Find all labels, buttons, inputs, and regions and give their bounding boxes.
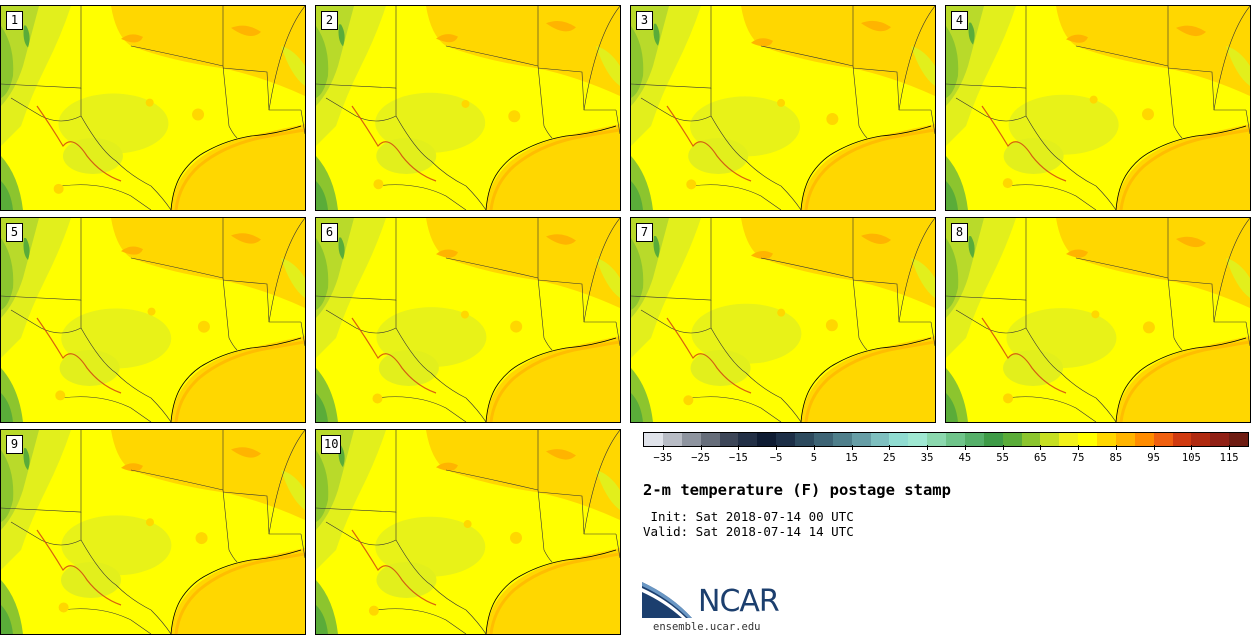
colorbar-tick-label: 75 <box>1071 452 1085 464</box>
member-panel: 1 <box>0 5 306 211</box>
colorbar-tick-label: −25 <box>691 452 711 464</box>
colorbar-swatch <box>644 433 663 446</box>
colorbar-tick <box>927 445 929 450</box>
member-number-label: 1 <box>6 11 23 30</box>
colorbar-tick-label: 35 <box>920 452 934 464</box>
colorbar-tick <box>1078 445 1080 450</box>
member-panel: 3 <box>630 5 936 211</box>
colorbar-swatch <box>1059 433 1079 446</box>
colorbar-swatch <box>1210 433 1230 446</box>
colorbar-swatch <box>776 433 795 446</box>
colorbar-swatch <box>700 433 720 446</box>
member-number-label: 2 <box>321 11 338 30</box>
colorbar-swatch <box>832 433 852 446</box>
colorbar-tick-label: 55 <box>996 452 1009 464</box>
member-panel: 7 <box>630 217 936 423</box>
colorbar-swatch <box>1078 433 1097 446</box>
ncar-logo-text: NCAR <box>698 584 780 619</box>
colorbar-swatch <box>1134 433 1154 446</box>
member-panel: 10 <box>315 429 621 635</box>
ensemble-site-url: ensemble.ucar.edu <box>653 621 761 633</box>
colorbar-tick-label: 5 <box>810 452 818 464</box>
colorbar-swatch <box>1040 433 1060 446</box>
colorbar-tick-label: −35 <box>653 452 673 464</box>
colorbar-tick-label: 15 <box>845 452 858 464</box>
colorbar-swatch <box>889 433 909 446</box>
colorbar-swatch <box>813 433 833 446</box>
colorbar-swatch <box>983 433 1003 446</box>
colorbar-swatch <box>851 433 871 446</box>
colorbar-swatch <box>1229 433 1248 446</box>
colorbar-tick-labels: −35 −25 −15 −5 5 15 25 35 45 55 65 75 85 95 105 115 <box>643 445 1249 465</box>
plot-title: 2-m temperature (F) postage stamp <box>643 481 951 499</box>
member-number-label: 4 <box>951 11 968 30</box>
colorbar-swatch <box>1097 433 1116 446</box>
member-number-label: 5 <box>6 223 23 242</box>
colorbar-swatch <box>1002 433 1022 446</box>
colorbar-swatch <box>719 433 739 446</box>
colorbar-swatch <box>870 433 890 446</box>
member-number-label: 3 <box>636 11 653 30</box>
colorbar-tick <box>964 445 966 450</box>
colorbar-swatch <box>1191 433 1211 446</box>
colorbar-tick-label: 105 <box>1181 452 1201 464</box>
member-panel: 6 <box>315 217 621 423</box>
colorbar-swatch <box>662 433 682 446</box>
colorbar-swatch <box>795 433 814 446</box>
colorbar-swatch <box>908 433 928 446</box>
colorbar-tick <box>889 445 891 450</box>
colorbar-tick-label: 85 <box>1109 452 1123 464</box>
colorbar-tick-label: 25 <box>883 452 896 464</box>
colorbar-swatch <box>1021 433 1041 446</box>
colorbar-swatch <box>757 433 777 446</box>
colorbar-swatch <box>681 433 701 446</box>
colorbar-tick-label: 45 <box>958 452 972 464</box>
colorbar-tick <box>1153 445 1155 450</box>
colorbar-tick <box>700 445 702 450</box>
colorbar-swatch <box>1172 433 1192 446</box>
colorbar-tick-label: 65 <box>1034 452 1047 464</box>
colorbar-swatch <box>964 433 984 446</box>
colorbar-tick <box>851 445 853 450</box>
colorbar-tick-label: −5 <box>769 452 783 464</box>
colorbar-swatch <box>946 433 965 446</box>
ncar-logo-icon <box>642 582 692 618</box>
colorbar-tick <box>1191 445 1193 450</box>
member-panel: 9 <box>0 429 306 635</box>
colorbar-swatch <box>1115 433 1135 446</box>
colorbar-tick-label: 95 <box>1147 452 1160 464</box>
init-time: Init: Sat 2018-07-14 00 UTC <box>643 509 854 524</box>
temperature-colorbar <box>643 432 1249 447</box>
member-panel: 2 <box>315 5 621 211</box>
colorbar-swatch <box>1153 433 1173 446</box>
member-number-label: 10 <box>321 435 342 454</box>
member-panel: 4 <box>945 5 1251 211</box>
colorbar-tick <box>738 445 740 450</box>
colorbar-swatch <box>927 433 946 446</box>
colorbar-swatch <box>738 433 758 446</box>
colorbar-tick <box>1040 445 1042 450</box>
colorbar-tick <box>776 445 778 450</box>
colorbar-tick <box>813 445 815 450</box>
member-number-label: 8 <box>951 223 968 242</box>
colorbar-tick <box>1115 445 1117 450</box>
colorbar-tick <box>1229 445 1231 450</box>
colorbar-tick-label: 115 <box>1219 452 1239 464</box>
member-panel: 8 <box>945 217 1251 423</box>
colorbar-tick <box>662 445 664 450</box>
colorbar-tick <box>1002 445 1004 450</box>
member-number-label: 6 <box>321 223 338 242</box>
valid-time: Valid: Sat 2018-07-14 14 UTC <box>643 524 854 539</box>
member-panel: 5 <box>0 217 306 423</box>
member-number-label: 7 <box>636 223 653 242</box>
member-number-label: 9 <box>6 435 23 454</box>
colorbar-tick-label: −15 <box>728 452 748 464</box>
